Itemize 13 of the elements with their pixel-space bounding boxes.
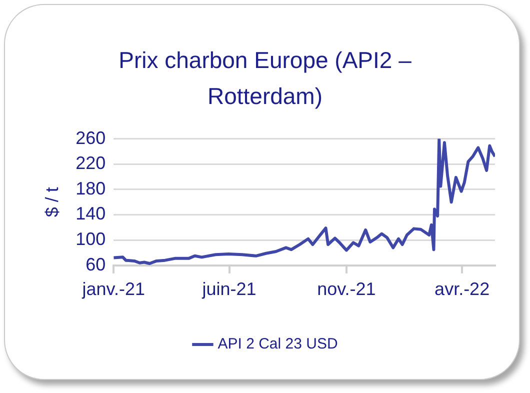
y-axis-title: $ / t bbox=[42, 187, 62, 218]
y-tick-label: 260 bbox=[76, 128, 106, 148]
x-tick-label: avr.-22 bbox=[434, 279, 490, 300]
chart-title: Prix charbon Europe (API2 – Rotterdam) bbox=[118, 46, 412, 111]
x-tick-label: janv.-21 bbox=[81, 279, 145, 300]
x-tick-label: juin-21 bbox=[201, 279, 256, 300]
y-tick-label: 140 bbox=[76, 204, 106, 224]
y-tick-label: 100 bbox=[76, 229, 106, 250]
x-tick-label: nov.-21 bbox=[317, 279, 376, 300]
y-tick-label: 220 bbox=[76, 153, 106, 174]
legend-label: API 2 Cal 23 USD bbox=[218, 336, 338, 353]
y-tick-label: 180 bbox=[76, 178, 106, 198]
y-tick-label: 60 bbox=[86, 254, 106, 274]
